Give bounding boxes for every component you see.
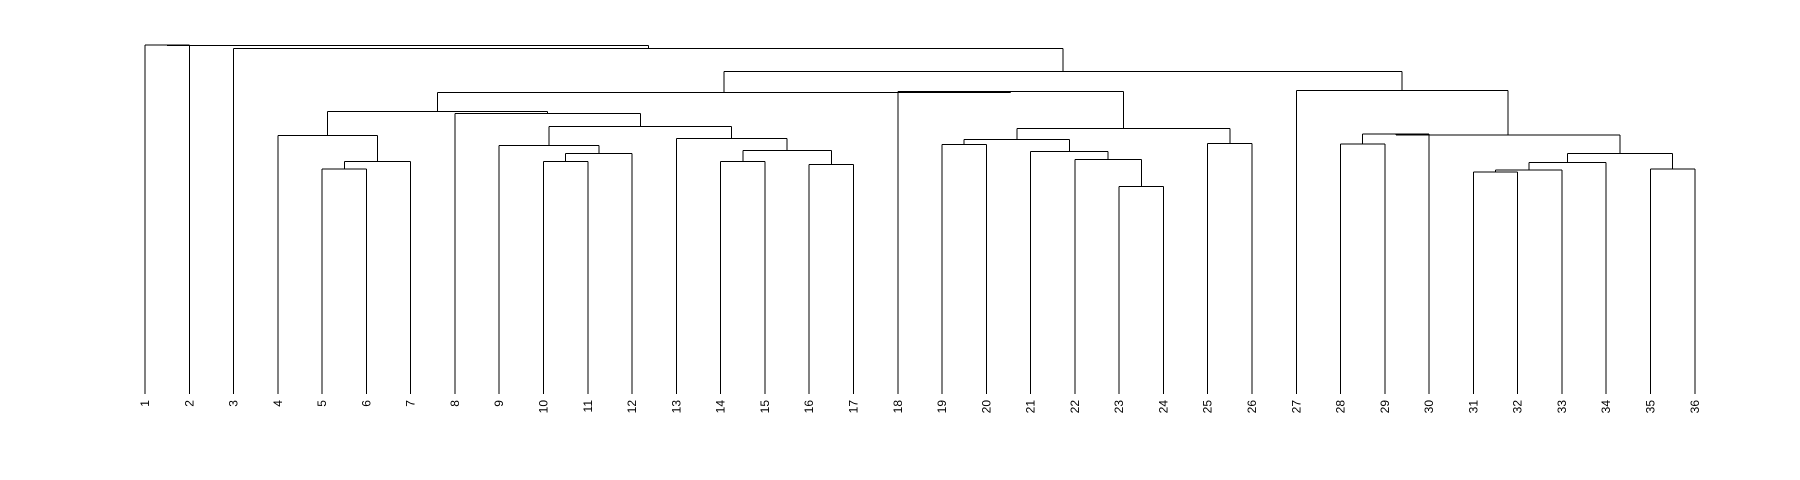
dendrogram-links xyxy=(144,44,1696,394)
leaf-label: 21 xyxy=(1024,400,1038,414)
leaf-label: 1 xyxy=(138,400,152,407)
leaf-label: 27 xyxy=(1289,400,1303,414)
leaf-label: 29 xyxy=(1378,400,1392,414)
leaf-label: 5 xyxy=(315,400,329,407)
leaf-label: 22 xyxy=(1068,400,1082,414)
leaf-label: 6 xyxy=(359,400,373,407)
leaf-label: 10 xyxy=(537,400,551,414)
leaf-label: 4 xyxy=(271,400,285,407)
leaf-label: 34 xyxy=(1599,400,1613,414)
leaf-labels: 1 2 3 4 5 6 7 8 9 10 11 12 13 14 15 16 17 18 19 20 21 22 23 24 2… xyxy=(138,400,1702,414)
leaf-label: 3 xyxy=(227,400,241,407)
leaf-label: 32 xyxy=(1511,400,1525,414)
leaf-label: 2 xyxy=(182,400,196,407)
leaf-label: 7 xyxy=(404,400,418,407)
leaf-label: 16 xyxy=(802,400,816,414)
leaf-label: 31 xyxy=(1466,400,1480,414)
leaf-label: 9 xyxy=(492,400,506,407)
leaf-label: 17 xyxy=(847,400,861,414)
leaf-label: 15 xyxy=(758,400,772,414)
leaf-label: 23 xyxy=(1112,400,1126,414)
leaf-label: 11 xyxy=(581,400,595,413)
leaf-label: 13 xyxy=(669,400,683,414)
leaf-label: 20 xyxy=(979,400,993,414)
leaf-label: 24 xyxy=(1156,400,1170,414)
leaf-label: 18 xyxy=(891,400,905,414)
leaf-label: 28 xyxy=(1334,400,1348,414)
leaf-label: 26 xyxy=(1245,400,1259,414)
leaf-label: 8 xyxy=(448,400,462,407)
leaf-label: 36 xyxy=(1688,400,1702,414)
leaf-label: 35 xyxy=(1644,400,1658,414)
leaf-label: 33 xyxy=(1555,400,1569,414)
leaf-label: 14 xyxy=(714,400,728,414)
leaf-label: 30 xyxy=(1422,400,1436,414)
leaf-label: 25 xyxy=(1201,400,1215,414)
leaf-label: 19 xyxy=(935,400,949,414)
leaf-label: 12 xyxy=(625,400,639,414)
